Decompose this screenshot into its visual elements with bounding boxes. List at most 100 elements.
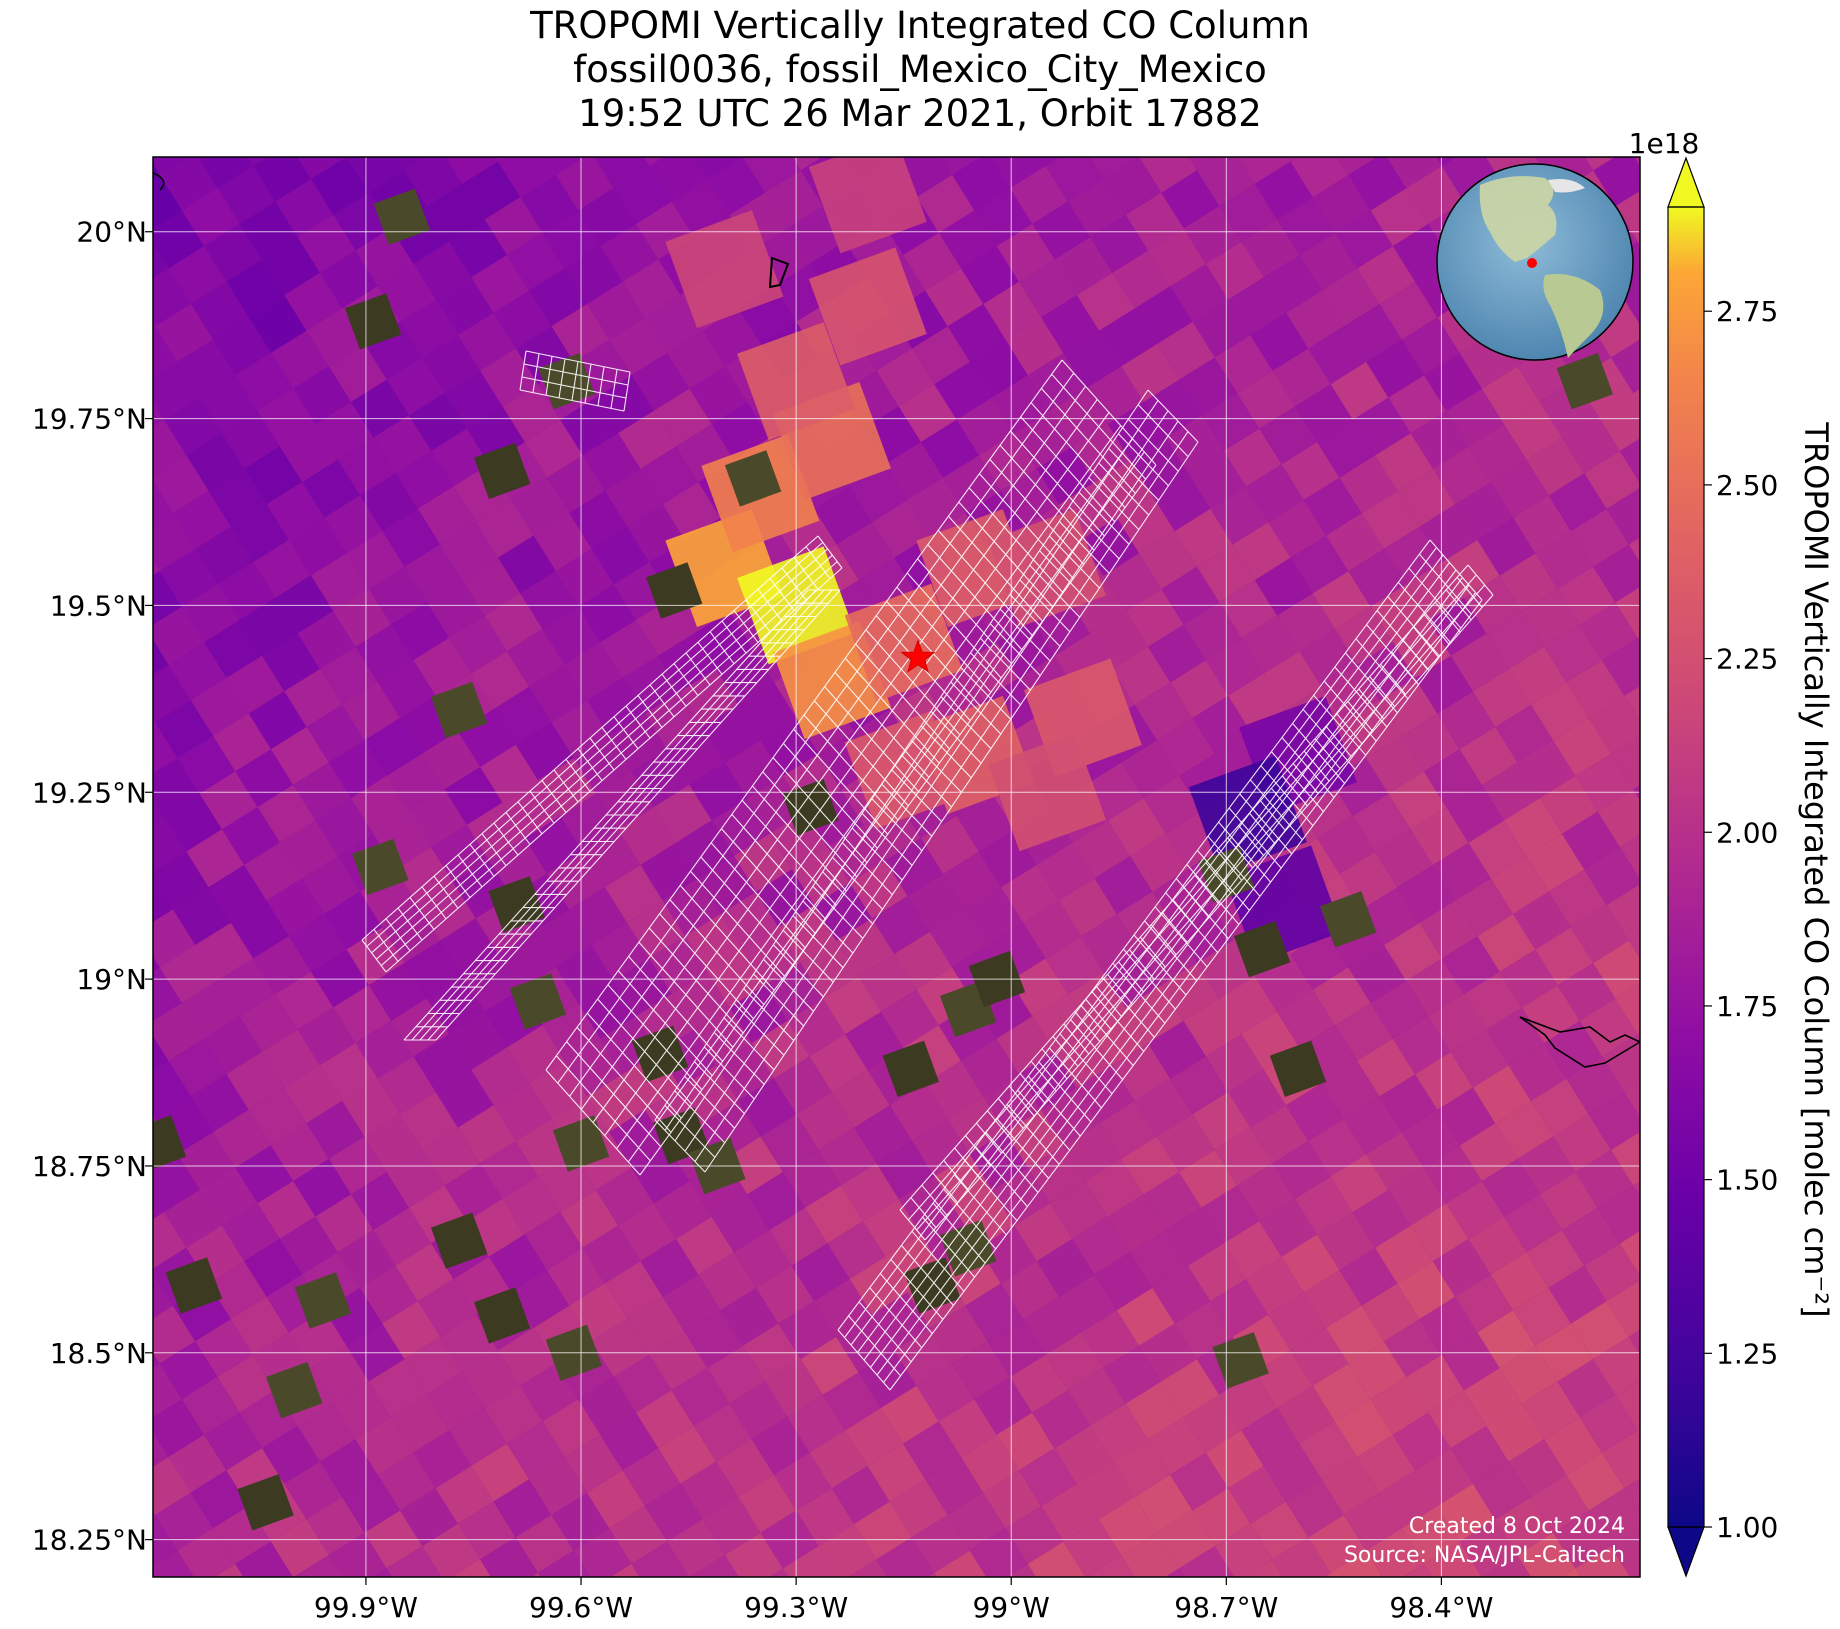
co-pixel bbox=[153, 361, 200, 420]
co-pixel bbox=[1041, 295, 1100, 353]
target-star-icon bbox=[900, 639, 936, 673]
co-pixel bbox=[818, 1127, 877, 1186]
co-pixel bbox=[1606, 884, 1640, 941]
co-pixel bbox=[1504, 402, 1563, 460]
co-pixel bbox=[502, 1176, 561, 1235]
co-pixel bbox=[1548, 869, 1607, 928]
co-pixel bbox=[912, 1515, 970, 1573]
co-pixel bbox=[153, 851, 209, 910]
co-pixel bbox=[1112, 1439, 1171, 1498]
co-pixel bbox=[604, 1261, 663, 1319]
co-pixel bbox=[636, 1390, 694, 1449]
co-pixel bbox=[1401, 713, 1460, 772]
co-pixel bbox=[159, 548, 218, 607]
co-pixel bbox=[373, 1207, 432, 1266]
co-pixel bbox=[1036, 842, 1095, 901]
co-pixel bbox=[1272, 348, 1331, 407]
co-pixel bbox=[1490, 856, 1549, 914]
co-pixel bbox=[1584, 1243, 1640, 1302]
co-pixel bbox=[153, 1514, 178, 1566]
co-pixel bbox=[676, 820, 734, 879]
co-pixel bbox=[208, 1261, 267, 1319]
co-pixel bbox=[1277, 989, 1335, 1048]
satellite-patch bbox=[653, 1107, 710, 1165]
co-pixel bbox=[153, 718, 156, 724]
satellite-patch bbox=[1320, 891, 1377, 948]
co-pixel bbox=[431, 824, 490, 883]
co-pixel bbox=[1317, 1212, 1375, 1271]
co-pixel bbox=[262, 1425, 320, 1484]
co-pixel bbox=[653, 784, 712, 843]
co-pixel bbox=[1499, 553, 1558, 612]
co-pixel bbox=[609, 1109, 668, 1168]
co-pixel bbox=[153, 268, 191, 327]
co-pixel bbox=[845, 1408, 904, 1466]
co-pixel bbox=[1584, 847, 1640, 906]
co-pixel bbox=[1299, 1421, 1358, 1480]
co-pixel bbox=[153, 639, 169, 675]
co-pixel bbox=[547, 455, 605, 514]
co-pixel bbox=[947, 1492, 1006, 1551]
co-pixel bbox=[248, 691, 307, 750]
co-pixel bbox=[1504, 1591, 1562, 1629]
co-pixel bbox=[1188, 451, 1246, 509]
co-pixel bbox=[729, 1381, 788, 1440]
co-pixel bbox=[153, 877, 173, 922]
co-pixel bbox=[337, 437, 396, 496]
co-pixel bbox=[1067, 179, 1126, 238]
co-pixel bbox=[306, 1100, 365, 1159]
co-pixel bbox=[222, 1600, 280, 1629]
co-pixel bbox=[1125, 985, 1184, 1044]
co-pixel bbox=[1116, 495, 1175, 554]
co-pixel bbox=[168, 1434, 227, 1493]
co-pixel bbox=[181, 1376, 240, 1435]
co-pixel bbox=[452, 1559, 492, 1577]
co-pixel bbox=[880, 989, 939, 1048]
co-pixel bbox=[600, 620, 659, 678]
co-pixel bbox=[1223, 1221, 1282, 1279]
co-pixel bbox=[840, 1163, 899, 1222]
co-pixel bbox=[153, 326, 178, 378]
co-pixel bbox=[1183, 998, 1242, 1057]
co-pixel bbox=[591, 922, 650, 981]
co-pixel bbox=[1259, 1198, 1318, 1257]
co-pixel bbox=[324, 99, 382, 157]
co-pixel bbox=[271, 330, 329, 389]
co-pixel bbox=[1517, 740, 1576, 799]
co-pixel bbox=[787, 1394, 846, 1453]
co-pixel bbox=[153, 455, 209, 514]
co-pixel bbox=[720, 891, 779, 950]
co-pixel bbox=[498, 535, 556, 594]
co-pixel bbox=[409, 393, 467, 451]
co-pixel bbox=[262, 1029, 320, 1088]
co-pixel bbox=[1143, 776, 1202, 834]
co-pixel bbox=[186, 433, 245, 491]
co-pixel bbox=[1481, 1158, 1540, 1217]
co-pixel bbox=[912, 326, 970, 385]
co-pixel bbox=[1628, 933, 1640, 959]
co-pixel bbox=[1530, 1078, 1589, 1137]
co-pixel bbox=[1312, 967, 1371, 1026]
co-pixel bbox=[1455, 482, 1514, 540]
co-pixel bbox=[1147, 1417, 1206, 1475]
co-pixel bbox=[1584, 451, 1640, 509]
co-pixel bbox=[153, 243, 169, 279]
colorbar-tick-label: 1.75 bbox=[1716, 990, 1778, 1023]
co-pixel bbox=[164, 1586, 222, 1629]
co-pixel bbox=[1254, 557, 1313, 616]
co-pixel bbox=[311, 1345, 369, 1404]
co-pixel bbox=[707, 157, 766, 215]
co-pixel bbox=[609, 1506, 668, 1564]
co-pixel bbox=[582, 1225, 641, 1284]
co-pixel bbox=[1237, 1163, 1295, 1222]
co-pixel bbox=[382, 508, 441, 567]
co-pixel bbox=[153, 1399, 205, 1457]
co-pixel bbox=[1072, 820, 1131, 879]
co-pixel bbox=[1379, 1074, 1438, 1133]
co-pixel bbox=[1446, 388, 1505, 447]
co-pixel bbox=[667, 330, 726, 389]
co-pixel bbox=[1214, 335, 1273, 394]
co-pixel bbox=[1575, 1546, 1631, 1577]
co-pixel bbox=[613, 166, 672, 224]
co-pixel bbox=[952, 157, 1010, 211]
